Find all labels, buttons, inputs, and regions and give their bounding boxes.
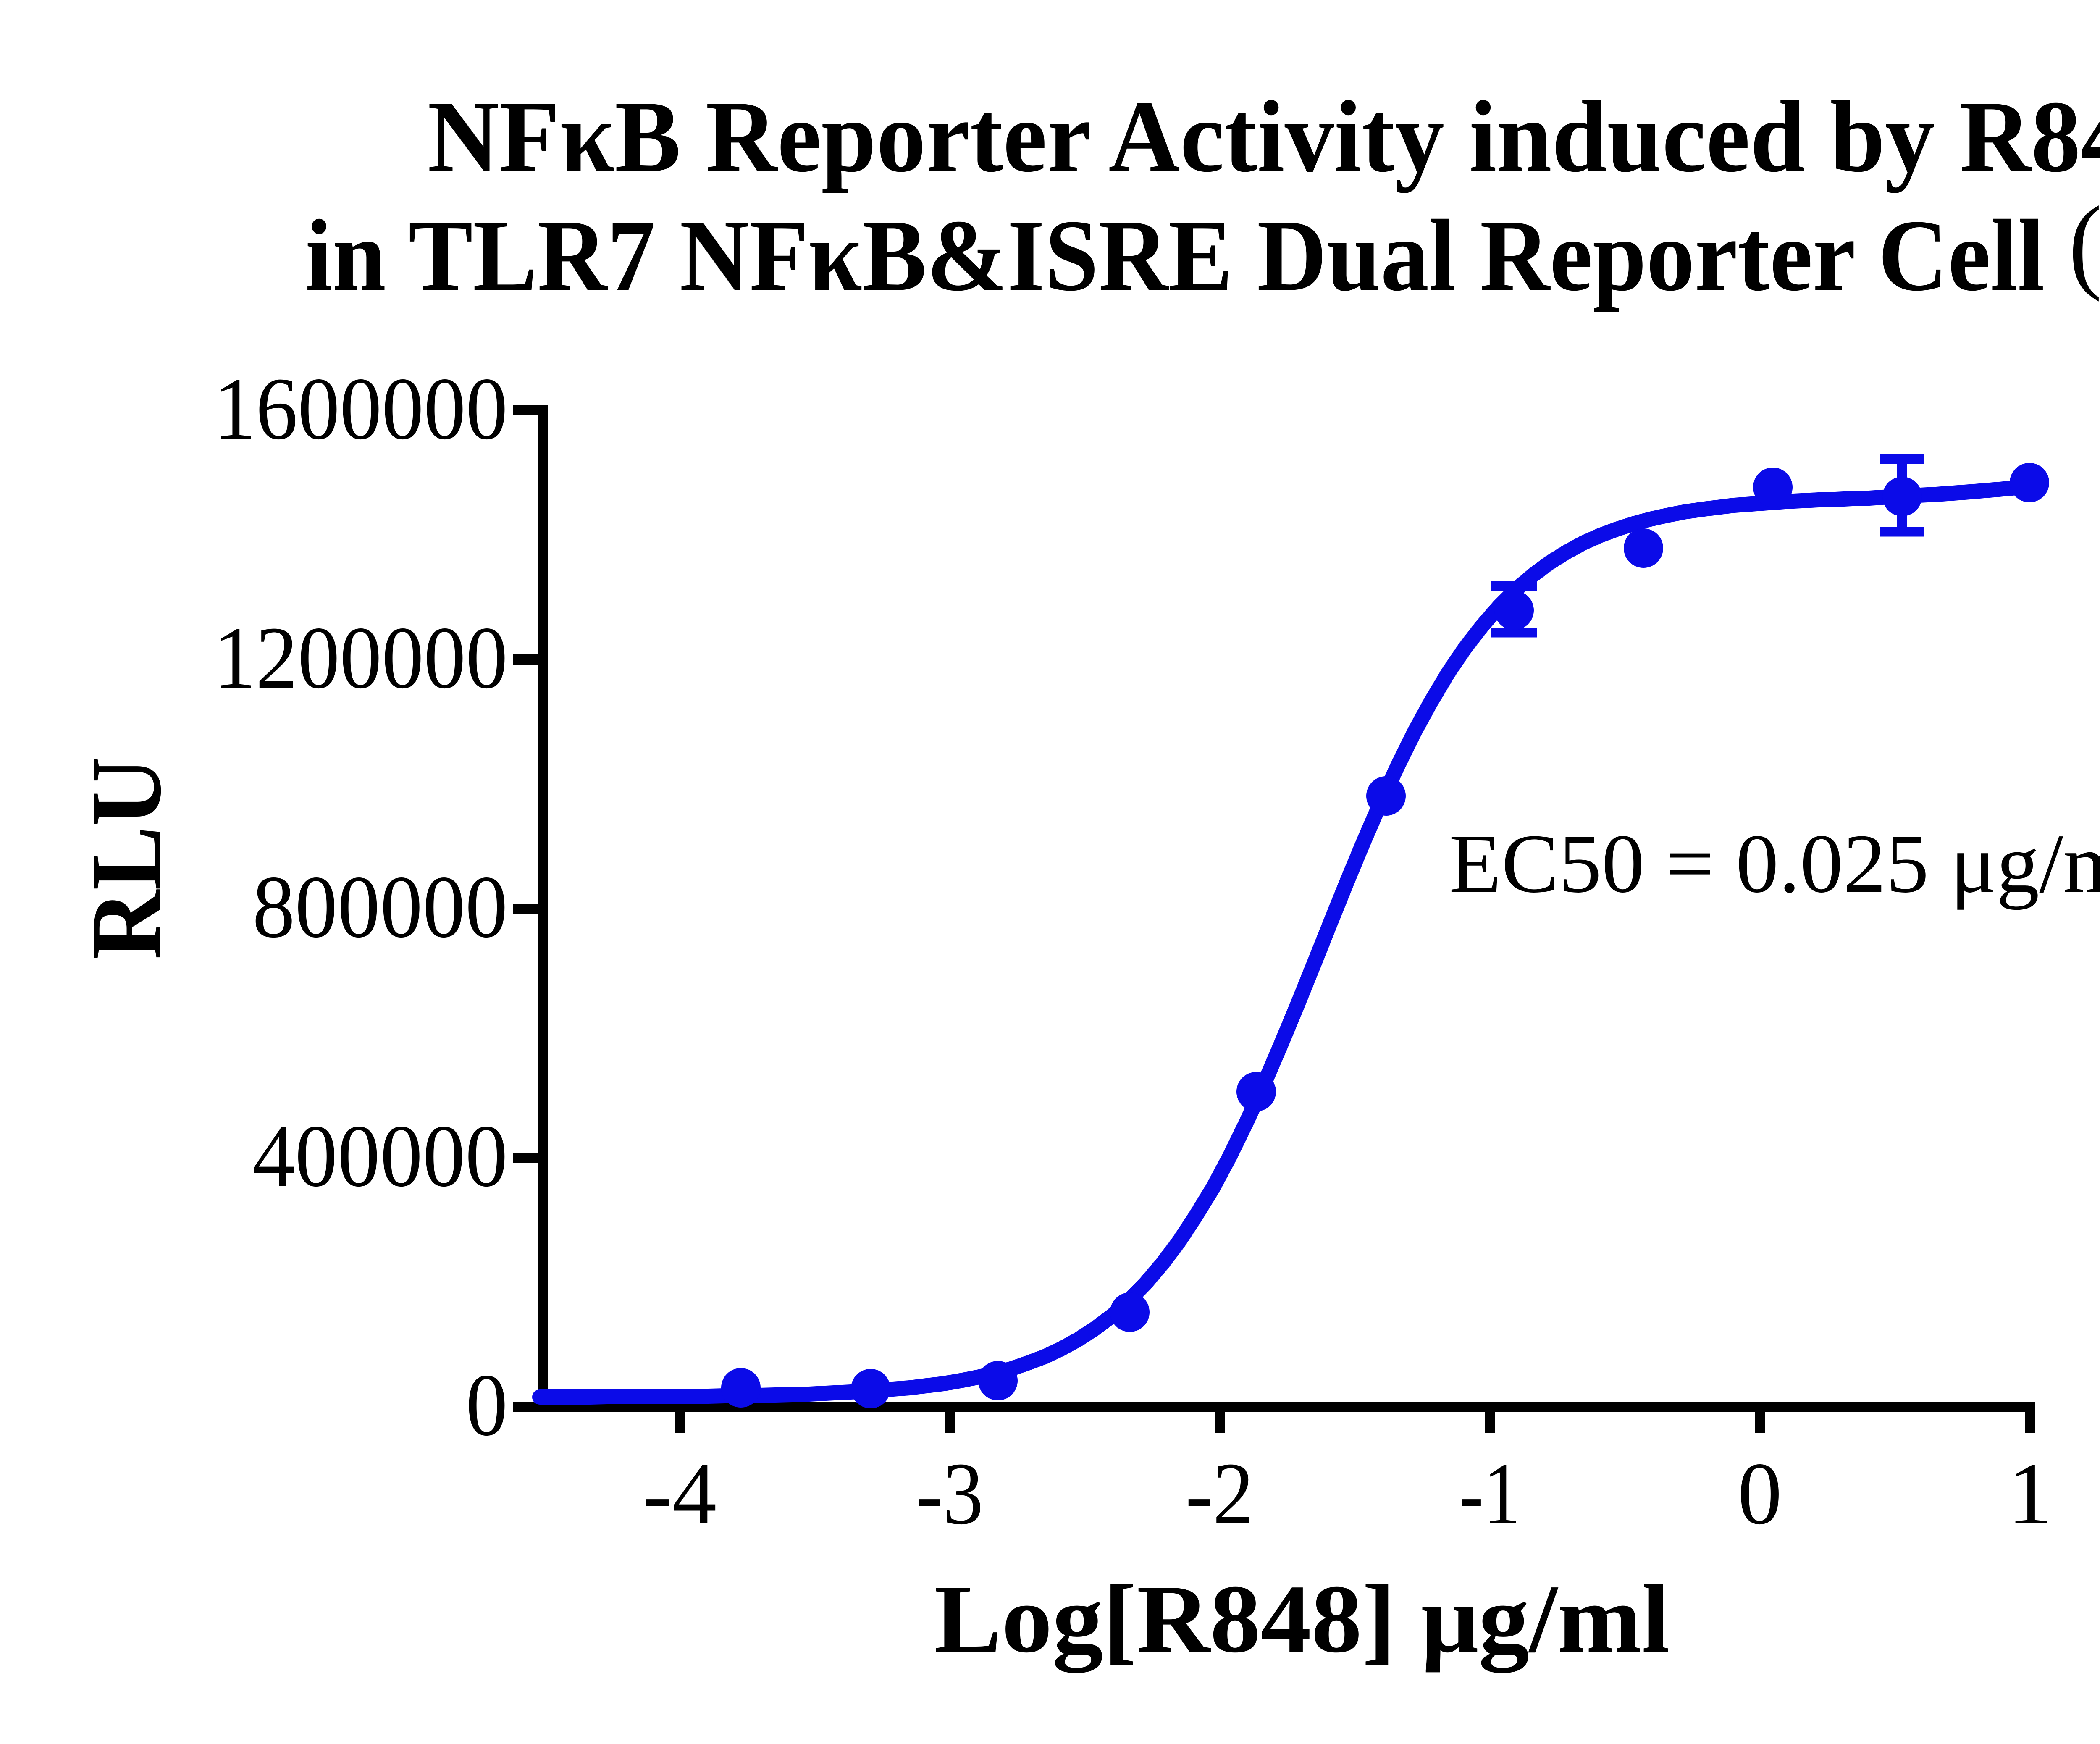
svg-text:RLU: RLU bbox=[70, 757, 182, 960]
svg-text:-3: -3 bbox=[916, 1444, 984, 1543]
svg-text:1: 1 bbox=[2008, 1444, 2052, 1543]
svg-text:NFκB Reporter Activity induced: NFκB Reporter Activity induced by R848 bbox=[428, 80, 2100, 193]
svg-text:800000: 800000 bbox=[252, 857, 508, 956]
svg-text:Log[R848] μg/ml: Log[R848] μg/ml bbox=[934, 1565, 1670, 1673]
svg-text:0: 0 bbox=[466, 1355, 508, 1454]
svg-text:1200000: 1200000 bbox=[214, 608, 508, 707]
svg-text:1600000: 1600000 bbox=[214, 359, 508, 458]
svg-text:0: 0 bbox=[1738, 1444, 1782, 1543]
svg-text:400000: 400000 bbox=[252, 1106, 508, 1205]
svg-text:-4: -4 bbox=[643, 1444, 717, 1543]
svg-text:in TLR7 NFκB&ISRE Dual Reporte: in TLR7 NFκB&ISRE Dual Reporter Cell (C3… bbox=[305, 184, 2100, 312]
svg-text:-1: -1 bbox=[1459, 1444, 1521, 1543]
svg-text:-2: -2 bbox=[1186, 1444, 1254, 1543]
svg-text:EC50 = 0.025 μg/ml: EC50 = 0.025 μg/ml bbox=[1449, 817, 2100, 910]
